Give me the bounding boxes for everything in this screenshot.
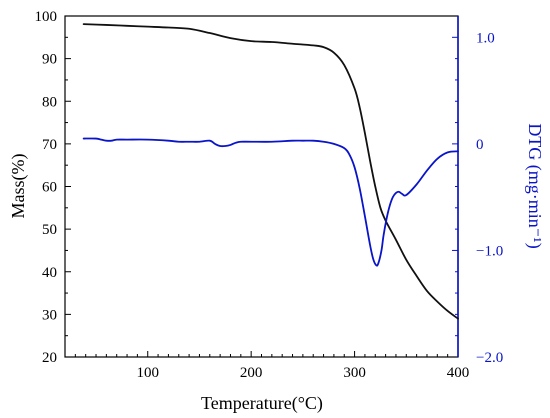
mass-series-line	[82, 23, 459, 320]
dtg-series-line	[82, 137, 459, 267]
y-tick-label: 70	[42, 137, 57, 153]
x-tick-label: 100	[136, 365, 159, 381]
y2-tick-label: −2.0	[476, 350, 503, 366]
series-layer	[82, 23, 459, 320]
plot-frame	[64, 15, 459, 358]
y2-tick-label: −1.0	[476, 243, 503, 259]
axis-ticks	[65, 36, 458, 357]
y-tick-label: 50	[42, 222, 57, 238]
x-tick-label: 400	[447, 365, 470, 381]
x-axis-title: Temperature(°C)	[201, 393, 323, 414]
y2-tick-label: 1.0	[476, 30, 495, 46]
left-axis-title: Mass(%)	[8, 154, 29, 219]
right-axis-title: DTG (mg·min⁻¹)	[524, 123, 545, 248]
y-tick-label: 80	[42, 94, 57, 110]
tick-labels: 100 200 300 400 20 30 40 50 60 70 80 90 100 1.0 0 −1.0 −…	[35, 9, 504, 381]
y-tick-label: 30	[42, 307, 57, 323]
y2-tick-label: 0	[476, 137, 484, 153]
y-tick-label: 20	[42, 350, 57, 366]
y-tick-label: 100	[35, 9, 58, 25]
x-tick-label: 200	[240, 365, 263, 381]
y-tick-label: 40	[42, 265, 57, 281]
x-tick-label: 300	[343, 365, 366, 381]
y-tick-label: 60	[42, 180, 57, 196]
y-tick-label: 90	[42, 52, 57, 68]
